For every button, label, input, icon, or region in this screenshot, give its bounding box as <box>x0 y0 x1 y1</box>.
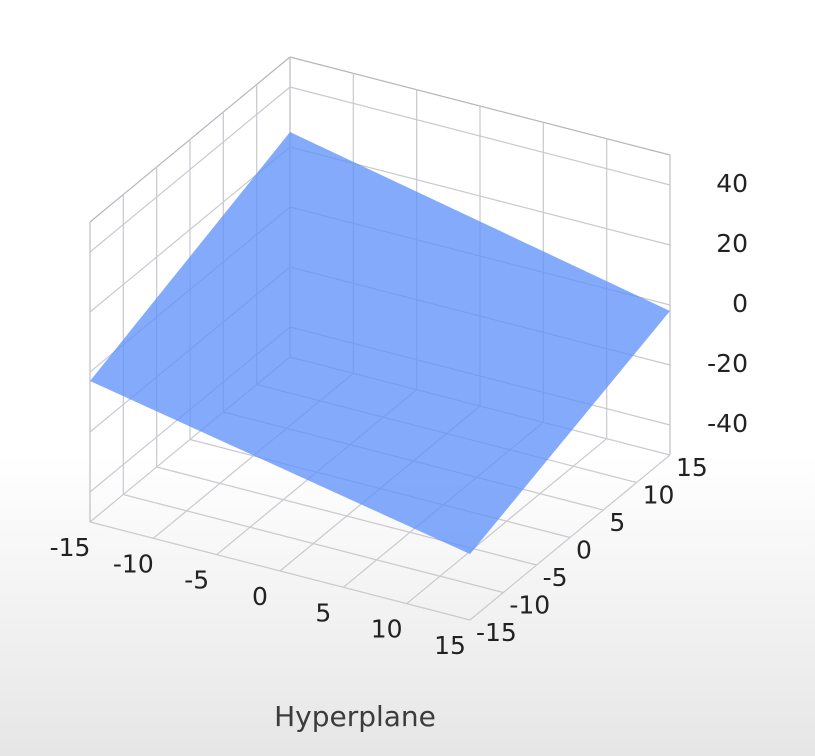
y-tick-label: -15 <box>476 618 517 647</box>
x-tick-label: -10 <box>113 549 154 578</box>
surface-patch <box>90 132 670 554</box>
y-tick-label: -5 <box>543 563 568 592</box>
z-tick-label: 0 <box>732 289 748 318</box>
y-tick-label: 15 <box>676 453 708 482</box>
surface-layer <box>90 132 670 554</box>
grid-line <box>89 521 471 621</box>
z-tick-label: 40 <box>716 169 748 198</box>
z-tick-label: -40 <box>707 409 748 438</box>
x-tick-label: 15 <box>434 631 466 660</box>
x-tick-label: -15 <box>50 533 91 562</box>
x-tick-label: 0 <box>252 582 268 611</box>
grid-line <box>289 86 671 186</box>
y-tick-label: -10 <box>509 591 550 620</box>
z-tick-label: 20 <box>716 229 748 258</box>
x-tick-label: 10 <box>371 615 403 644</box>
y-tick-label: 10 <box>643 481 675 510</box>
x-tick-label: -5 <box>184 566 209 595</box>
x-tick-label: 5 <box>315 598 331 627</box>
z-tick-label: -20 <box>707 349 748 378</box>
y-tick-label: 0 <box>576 536 592 565</box>
y-tick-label: 5 <box>609 508 625 537</box>
chart-title: Hyperplane <box>274 700 436 733</box>
grid-line <box>123 493 504 594</box>
grid-line <box>89 86 291 253</box>
